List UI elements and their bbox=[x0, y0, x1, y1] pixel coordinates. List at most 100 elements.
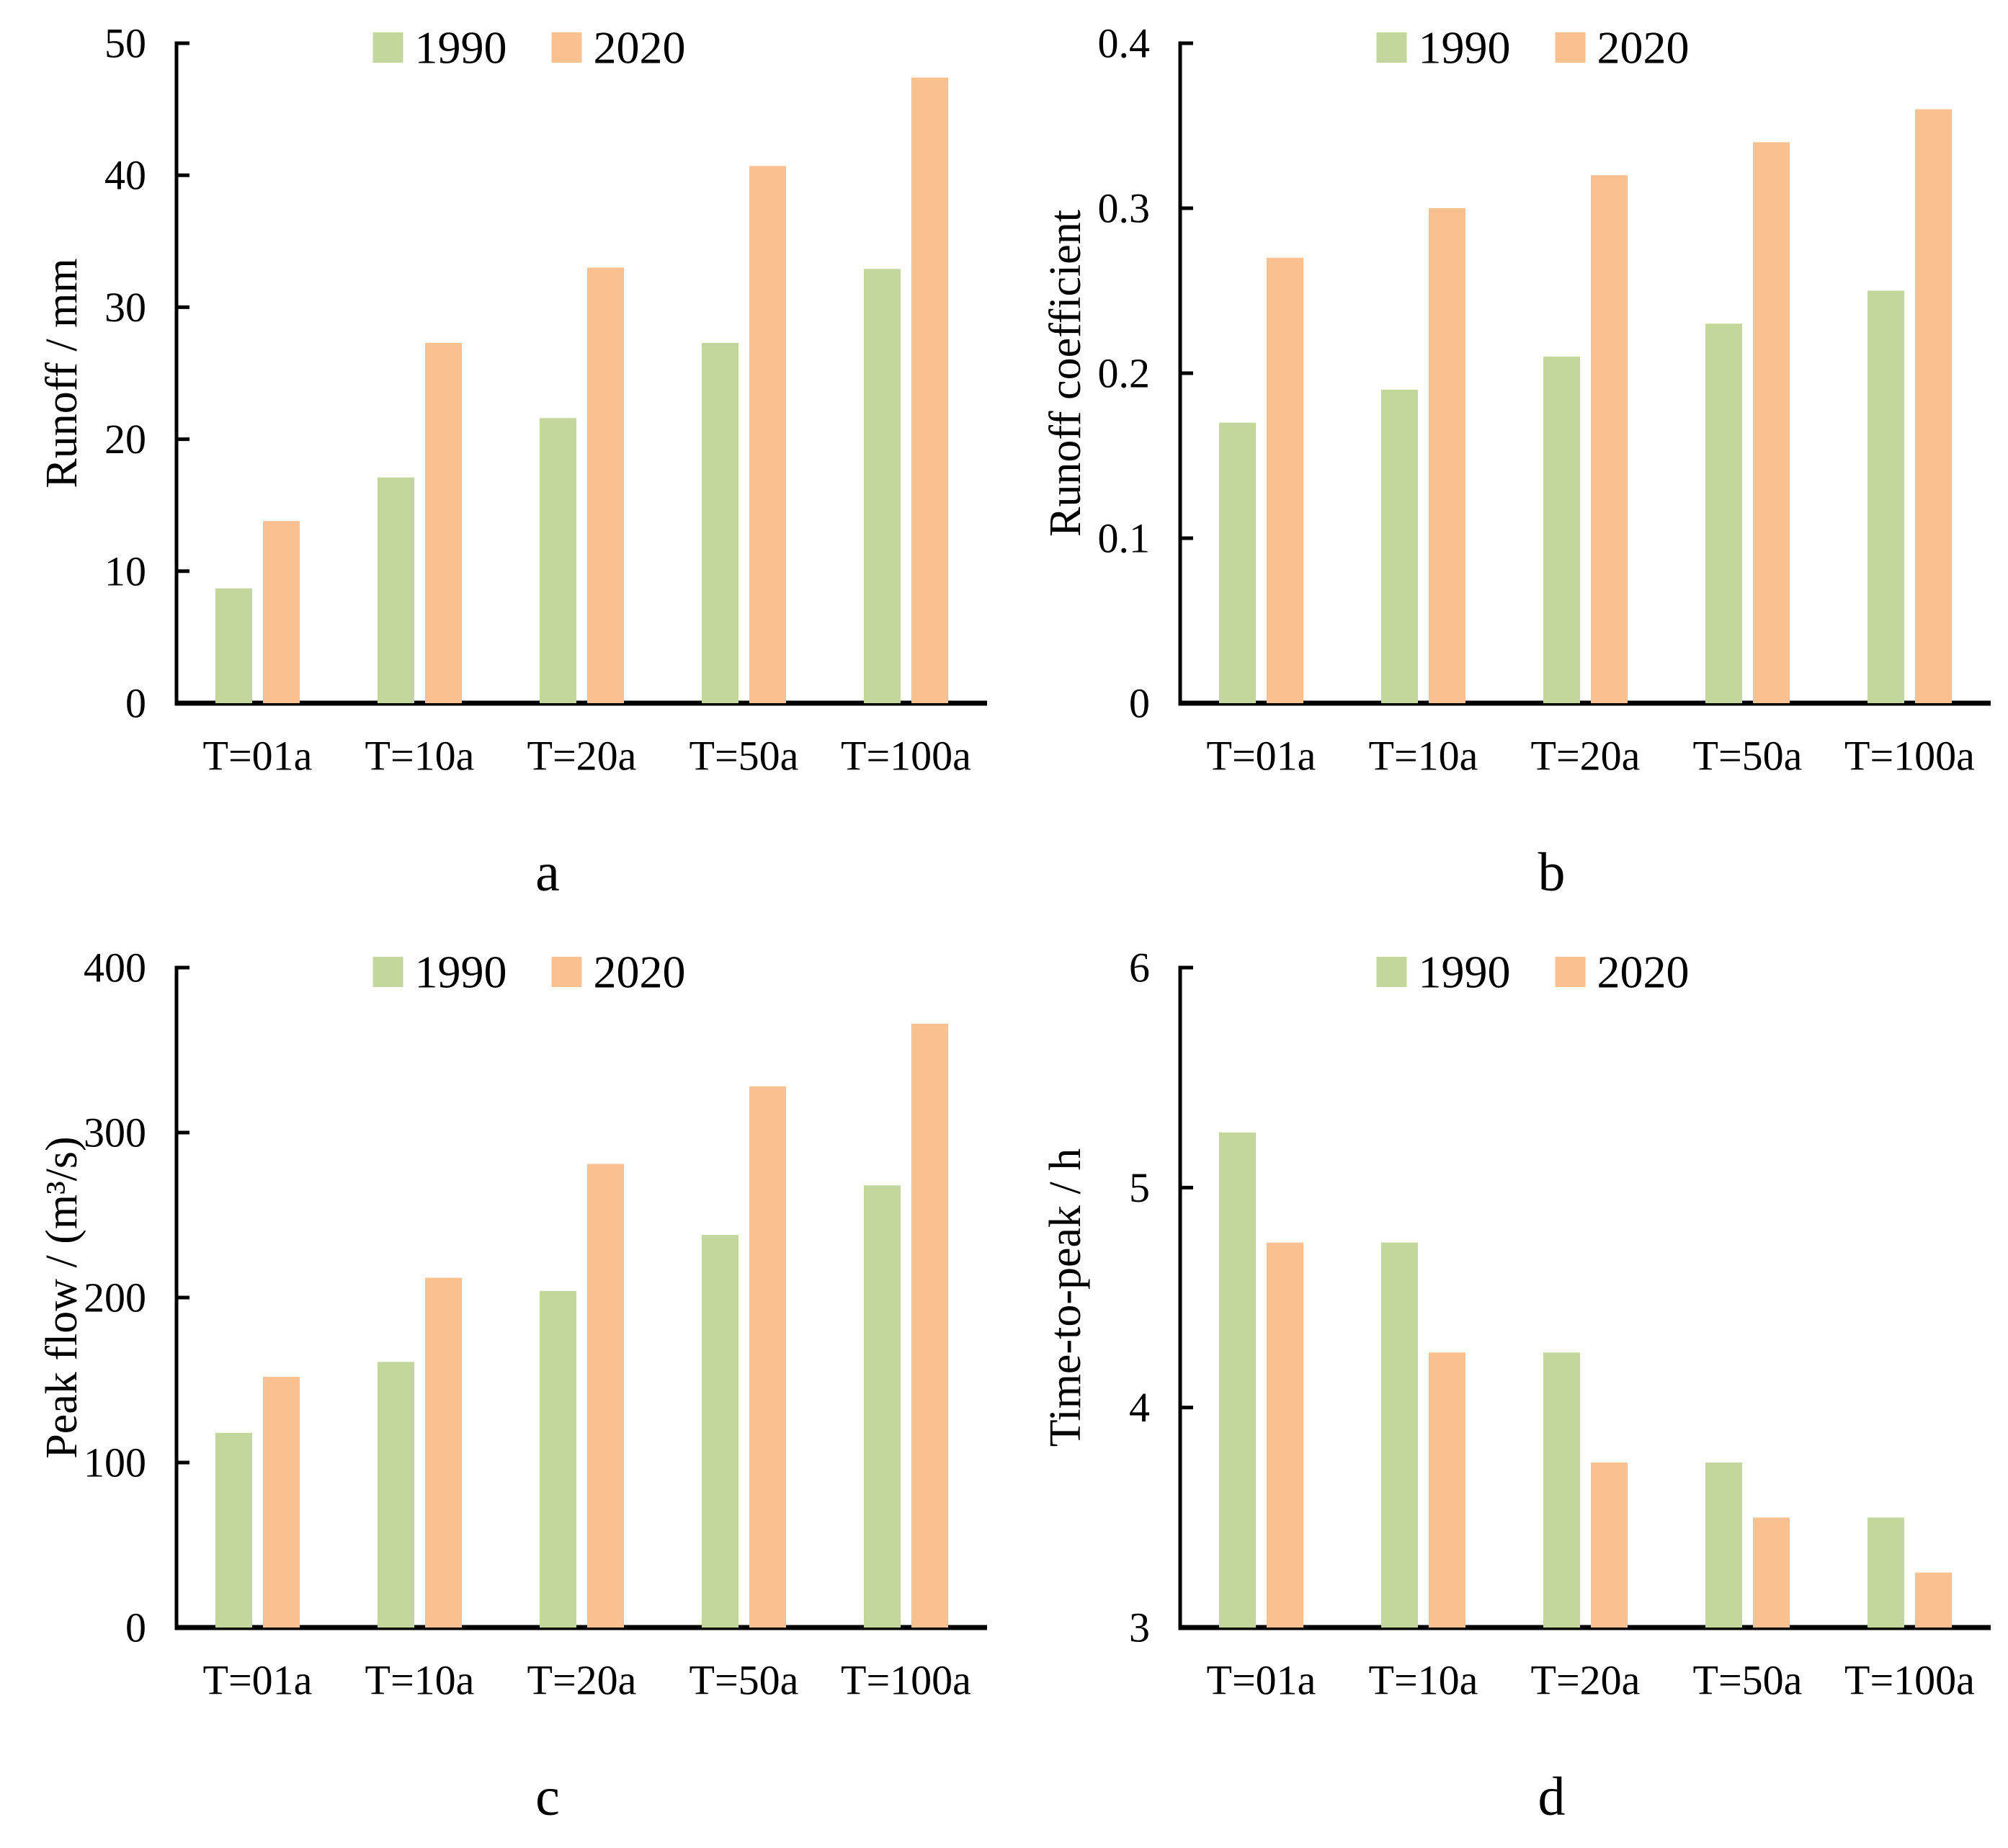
bar-2020-T=50a bbox=[749, 1086, 786, 1628]
bar-1990-T=100a bbox=[864, 269, 901, 704]
bar-1990-T=01a bbox=[215, 588, 252, 703]
y-axis-title: Peak flow / (m³/s) bbox=[37, 1136, 86, 1458]
legend-label-2020: 2020 bbox=[1597, 22, 1690, 73]
bar-1990-T=20a bbox=[540, 418, 576, 703]
bar-1990-T=10a bbox=[1381, 389, 1418, 703]
panel-d: 3 4 5 6 Time-to-peak / h T=01a T=10a T=20a T=50a… bbox=[1004, 924, 2008, 1848]
chart-svg-d: 3 4 5 6 Time-to-peak / h T=01a T=10a T=20a T=50a… bbox=[1041, 945, 1991, 1704]
bar-1990-T=20a bbox=[1543, 357, 1580, 703]
y-tick-label: 40 bbox=[104, 152, 146, 199]
bar-1990-T=100a bbox=[1868, 1517, 1904, 1628]
x-tick-label: T=100a bbox=[1844, 1657, 1975, 1704]
chart-svg-c: 0 100 200 300 400 Peak flow / (m³/s) T=01a T=10… bbox=[37, 945, 987, 1704]
bar-1990-T=20a bbox=[1543, 1352, 1580, 1628]
bar-2020-T=20a bbox=[1591, 175, 1628, 703]
panel-letter-a: a bbox=[535, 842, 560, 903]
panel-a: 0 10 20 30 40 50 Runoff / mm T=01a T=10a T=20a T=5… bbox=[0, 0, 1004, 924]
bar-2020-T=100a bbox=[911, 1023, 948, 1628]
x-tick-label: T=10a bbox=[365, 733, 475, 780]
bar-2020-T=50a bbox=[749, 166, 786, 704]
bar-2020-T=50a bbox=[1753, 1517, 1790, 1628]
bar-1990-T=10a bbox=[378, 1362, 414, 1628]
legend-label-1990: 1990 bbox=[1419, 947, 1511, 998]
legend-label-2020: 2020 bbox=[594, 947, 686, 998]
bar-1990-T=100a bbox=[1868, 290, 1904, 703]
legend-label-1990: 1990 bbox=[415, 22, 507, 73]
panel-letter-b: b bbox=[1538, 842, 1566, 903]
bar-2020-T=100a bbox=[1915, 109, 1952, 704]
legend-label-2020: 2020 bbox=[1597, 947, 1690, 998]
bar-1990-T=50a bbox=[1705, 323, 1742, 703]
y-tick-label: 0 bbox=[125, 680, 146, 727]
bar-2020-T=20a bbox=[1591, 1463, 1628, 1628]
x-tick-label: T=100a bbox=[1844, 733, 1975, 780]
bar-chart-peak-flow: 0 100 200 300 400 Peak flow / (m³/s) T=01a T=10… bbox=[0, 924, 1004, 1746]
bar-chart-runoff-coefficient: 0 0.1 0.2 0.3 0.4 Runoff coefficient T=01a T=10… bbox=[1004, 0, 2007, 821]
bar-1990-T=10a bbox=[378, 477, 414, 703]
y-tick-label: 6 bbox=[1129, 945, 1150, 991]
x-tick-label: T=50a bbox=[1693, 1657, 1803, 1704]
y-tick-label: 0.3 bbox=[1098, 185, 1151, 232]
legend-swatch-2020 bbox=[551, 32, 582, 63]
x-tick-label: T=50a bbox=[1693, 733, 1803, 780]
panel-letter-d: d bbox=[1538, 1767, 1566, 1827]
bar-2020-T=20a bbox=[587, 1164, 624, 1628]
y-tick-label: 3 bbox=[1129, 1604, 1150, 1651]
bar-2020-T=01a bbox=[1267, 1242, 1303, 1628]
legend-swatch-2020 bbox=[1555, 957, 1586, 987]
x-tick-label: T=01a bbox=[1207, 733, 1316, 780]
chart-svg-b: 0 0.1 0.2 0.3 0.4 Runoff coefficient T=01a T=10… bbox=[1041, 20, 1991, 780]
bar-2020-T=20a bbox=[587, 267, 624, 703]
y-tick-label: 100 bbox=[84, 1439, 146, 1486]
legend-label-2020: 2020 bbox=[594, 22, 686, 73]
x-tick-label: T=100a bbox=[841, 733, 971, 780]
x-tick-label: T=20a bbox=[527, 733, 637, 780]
y-tick-label: 300 bbox=[84, 1110, 146, 1156]
bar-2020-T=10a bbox=[425, 1277, 462, 1628]
y-tick-label: 5 bbox=[1129, 1164, 1150, 1211]
bar-2020-T=10a bbox=[425, 342, 462, 703]
bar-1990-T=10a bbox=[1381, 1242, 1418, 1628]
panel-c: 0 100 200 300 400 Peak flow / (m³/s) T=01a T=10… bbox=[0, 924, 1004, 1848]
x-tick-label: T=20a bbox=[1531, 1657, 1641, 1704]
bar-1990-T=100a bbox=[864, 1185, 901, 1628]
bar-1990-T=50a bbox=[702, 342, 739, 703]
x-tick-label: T=01a bbox=[1207, 1657, 1316, 1704]
bar-1990-T=01a bbox=[1219, 422, 1256, 703]
chart-svg-a: 0 10 20 30 40 50 Runoff / mm T=01a T=10a T=20a T=5… bbox=[37, 20, 987, 780]
y-tick-label: 0 bbox=[1129, 680, 1150, 727]
panel-b: 0 0.1 0.2 0.3 0.4 Runoff coefficient T=01a T=10… bbox=[1004, 0, 2008, 924]
y-tick-label: 0.4 bbox=[1098, 20, 1151, 67]
y-tick-label: 0.2 bbox=[1098, 350, 1151, 397]
x-tick-label: T=100a bbox=[841, 1657, 971, 1704]
x-tick-label: T=01a bbox=[203, 733, 313, 780]
bar-2020-T=100a bbox=[911, 77, 948, 703]
bar-1990-T=50a bbox=[702, 1234, 739, 1628]
legend-swatch-1990 bbox=[1376, 957, 1407, 987]
bar-2020-T=50a bbox=[1753, 142, 1790, 703]
legend-label-1990: 1990 bbox=[1419, 22, 1511, 73]
x-tick-label: T=10a bbox=[1369, 1657, 1478, 1704]
legend-label-1990: 1990 bbox=[415, 947, 507, 998]
y-tick-label: 20 bbox=[104, 416, 146, 463]
legend-swatch-2020 bbox=[551, 957, 582, 987]
y-tick-label: 400 bbox=[84, 945, 146, 991]
legend-swatch-1990 bbox=[1376, 32, 1407, 63]
bar-chart-time-to-peak: 3 4 5 6 Time-to-peak / h T=01a T=10a T=20a T=50a… bbox=[1004, 924, 2007, 1746]
y-axis-title: Runoff / mm bbox=[37, 258, 86, 488]
bar-1990-T=01a bbox=[215, 1432, 252, 1628]
bar-2020-T=01a bbox=[263, 1376, 300, 1628]
bar-1990-T=50a bbox=[1705, 1463, 1742, 1628]
y-tick-label: 0.1 bbox=[1098, 515, 1151, 562]
y-tick-label: 10 bbox=[104, 548, 146, 594]
panel-letter-c: c bbox=[535, 1767, 560, 1827]
x-tick-label: T=20a bbox=[1531, 733, 1641, 780]
x-tick-label: T=50a bbox=[690, 1657, 799, 1704]
bar-chart-runoff: 0 10 20 30 40 50 Runoff / mm T=01a T=10a T=20a T=5… bbox=[0, 0, 1004, 821]
x-tick-label: T=20a bbox=[527, 1657, 637, 1704]
x-tick-label: T=10a bbox=[365, 1657, 475, 1704]
y-tick-label: 4 bbox=[1129, 1384, 1150, 1431]
x-tick-label: T=10a bbox=[1369, 733, 1478, 780]
y-tick-label: 200 bbox=[84, 1275, 146, 1321]
